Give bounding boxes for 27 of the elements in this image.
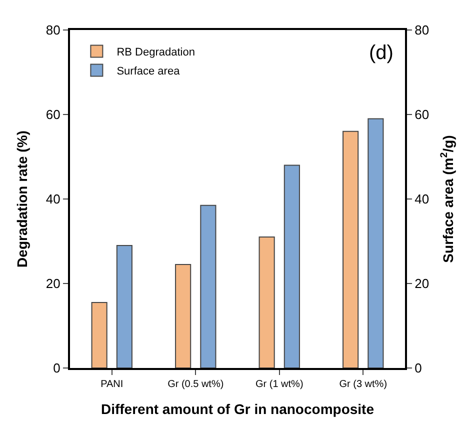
y2-tick-label: 20	[414, 276, 430, 292]
annotation: (d)	[369, 42, 394, 64]
x-tick-label: Gr (1 wt%)	[255, 379, 304, 390]
x-axis-title: Different amount of Gr in nanocomposite	[100, 400, 374, 417]
y-tick-label: 0	[53, 360, 60, 376]
y-tick-label: 20	[46, 276, 60, 292]
bar	[258, 236, 275, 368]
legend-label: RB Degradation	[116, 46, 195, 59]
x-tick-label: Gr (3 wt%)	[339, 379, 388, 390]
y2-tick-label: 60	[414, 107, 430, 122]
bar	[116, 244, 132, 368]
bar	[284, 164, 300, 368]
y2-tick-label: 80	[414, 22, 430, 38]
y-tick-label: 40	[46, 192, 60, 207]
y2-tick-label: 0	[414, 360, 422, 376]
y-axis-title: Degradation rate (%)	[14, 130, 30, 268]
y2-tick-label: 40	[414, 192, 430, 207]
bar	[342, 130, 359, 368]
bar	[200, 204, 216, 368]
bar	[368, 118, 384, 368]
x-tick-label: PANI	[100, 379, 124, 390]
x-tick-label: Gr (0.5 wt%)	[168, 379, 224, 390]
bar	[91, 302, 108, 368]
legend-label: Surface area	[116, 66, 181, 78]
y-tick-label: 80	[46, 22, 60, 38]
bar	[175, 264, 192, 368]
y-tick-label: 60	[46, 107, 60, 122]
